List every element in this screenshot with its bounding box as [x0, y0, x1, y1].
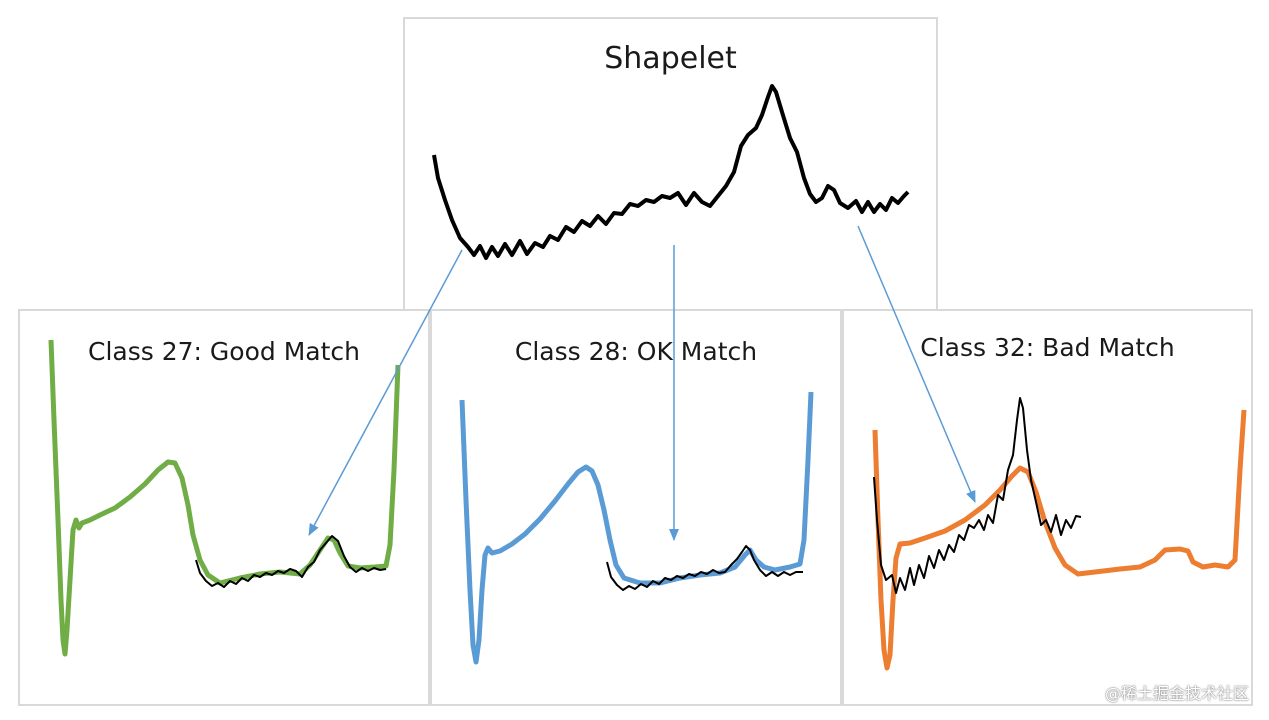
- shapelet-panel: Shapelet: [403, 17, 938, 312]
- class-28-curve: [459, 391, 814, 665]
- class-32-match-curve: [873, 397, 1082, 594]
- class-28-match-curve: [606, 545, 803, 591]
- arrow-to-class-27: [308, 249, 463, 536]
- class-27-panel: Class 27: Good Match: [18, 309, 430, 706]
- arrow-to-class-32: [857, 225, 976, 503]
- shapelet-title: Shapelet: [604, 41, 737, 76]
- class-28-panel: Class 28: OK Match: [430, 309, 842, 706]
- watermark: @稀土掘金技术社区: [1104, 684, 1249, 703]
- class-27-match-curve: [195, 535, 387, 588]
- class-27-curve: [48, 339, 401, 657]
- class-32-panel: Class 32: Bad Match: [842, 309, 1253, 706]
- shapelet-curve: [432, 84, 910, 260]
- class-32-title: Class 32: Bad Match: [920, 333, 1175, 362]
- class-27-title: Class 27: Good Match: [88, 337, 360, 366]
- class-28-title: Class 28: OK Match: [514, 337, 758, 366]
- class-32-curve: [872, 409, 1247, 671]
